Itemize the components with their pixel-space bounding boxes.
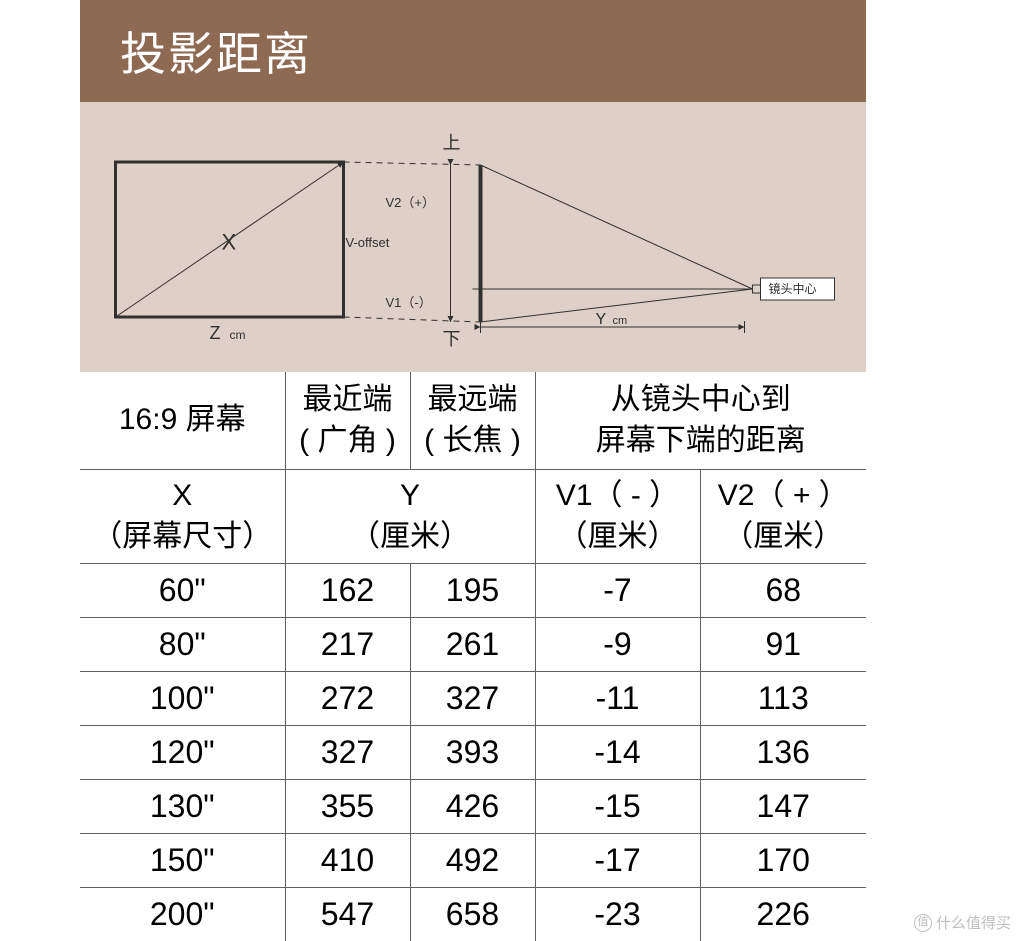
cell-far: 426 — [410, 780, 535, 834]
cell-near: 355 — [285, 780, 410, 834]
table-header-row-1: 16:9 屏幕 最近端( 广角 ) 最远端( 长焦 ) 从镜头中心到屏幕下端的距… — [80, 372, 866, 470]
th-v2: V2（ + ）（厘米） — [700, 470, 866, 564]
svg-text:V2（+）: V2（+） — [386, 195, 436, 210]
cell-near: 410 — [285, 834, 410, 888]
cell-far: 195 — [410, 564, 535, 618]
table-row: 60"162195-768 — [80, 564, 866, 618]
cell-v1: -7 — [535, 564, 700, 618]
cell-v2: 170 — [700, 834, 866, 888]
th-v1: V1（ - ）（厘米） — [535, 470, 700, 564]
header-bar: 投影距离 — [80, 0, 866, 102]
infographic-container: 投影距离 X Z cm 上下 V2（+） V-offset V1（-） 镜头中心 Y cm 1… — [80, 0, 866, 941]
table-header-row-2: X（屏幕尺寸） Y（厘米） V1（ - ）（厘米） V2（ + ）（厘米） — [80, 470, 866, 564]
cell-far: 492 — [410, 834, 535, 888]
svg-text:上: 上 — [443, 133, 461, 153]
th-far: 最远端( 长焦 ) — [410, 372, 535, 470]
cell-x: 80" — [80, 618, 285, 672]
cell-x: 130" — [80, 780, 285, 834]
cell-near: 272 — [285, 672, 410, 726]
svg-text:Y: Y — [596, 311, 607, 328]
cell-near: 162 — [285, 564, 410, 618]
cell-v2: 226 — [700, 888, 866, 941]
cell-x: 200" — [80, 888, 285, 941]
svg-text:X: X — [222, 230, 237, 255]
watermark-text: 什么值得买 — [936, 912, 1011, 933]
cell-far: 327 — [410, 672, 535, 726]
cell-x: 150" — [80, 834, 285, 888]
cell-near: 547 — [285, 888, 410, 941]
cell-near: 217 — [285, 618, 410, 672]
svg-text:V1（-）: V1（-） — [386, 295, 432, 310]
table-row: 200"547658-23226 — [80, 888, 866, 941]
cell-v2: 113 — [700, 672, 866, 726]
svg-text:V-offset: V-offset — [346, 235, 390, 250]
table-row: 100"272327-11113 — [80, 672, 866, 726]
svg-text:cm: cm — [613, 315, 628, 327]
projection-diagram: X Z cm 上下 V2（+） V-offset V1（-） 镜头中心 Y cm — [80, 102, 866, 372]
cell-v1: -14 — [535, 726, 700, 780]
cell-far: 261 — [410, 618, 535, 672]
cell-v1: -23 — [535, 888, 700, 941]
table-row: 130"355426-15147 — [80, 780, 866, 834]
th-y: Y（厘米） — [285, 470, 535, 564]
cell-far: 658 — [410, 888, 535, 941]
svg-text:cm: cm — [230, 328, 246, 342]
cell-v1: -15 — [535, 780, 700, 834]
cell-x: 120" — [80, 726, 285, 780]
cell-v2: 136 — [700, 726, 866, 780]
cell-v2: 91 — [700, 618, 866, 672]
cell-x: 100" — [80, 672, 285, 726]
table-row: 80"217261-991 — [80, 618, 866, 672]
watermark-icon: 值 — [914, 914, 932, 932]
cell-v1: -11 — [535, 672, 700, 726]
th-near: 最近端( 广角 ) — [285, 372, 410, 470]
cell-x: 60" — [80, 564, 285, 618]
svg-text:下: 下 — [443, 329, 461, 349]
th-x: X（屏幕尺寸） — [80, 470, 285, 564]
svg-text:镜头中心: 镜头中心 — [769, 281, 817, 296]
table-row: 120"327393-14136 — [80, 726, 866, 780]
th-lens-distance: 从镜头中心到屏幕下端的距离 — [535, 372, 866, 470]
svg-text:Z: Z — [210, 323, 221, 343]
cell-v2: 147 — [700, 780, 866, 834]
cell-far: 393 — [410, 726, 535, 780]
watermark: 值 什么值得买 — [914, 912, 1011, 933]
diagram-svg: X Z cm 上下 V2（+） V-offset V1（-） 镜头中心 Y cm — [110, 127, 841, 357]
cell-v2: 68 — [700, 564, 866, 618]
table-row: 150"410492-17170 — [80, 834, 866, 888]
cell-near: 327 — [285, 726, 410, 780]
header-title: 投影距离 — [120, 28, 312, 80]
cell-v1: -17 — [535, 834, 700, 888]
th-screen: 16:9 屏幕 — [80, 372, 285, 470]
distance-table: 16:9 屏幕 最近端( 广角 ) 最远端( 长焦 ) 从镜头中心到屏幕下端的距… — [80, 372, 866, 941]
cell-v1: -9 — [535, 618, 700, 672]
